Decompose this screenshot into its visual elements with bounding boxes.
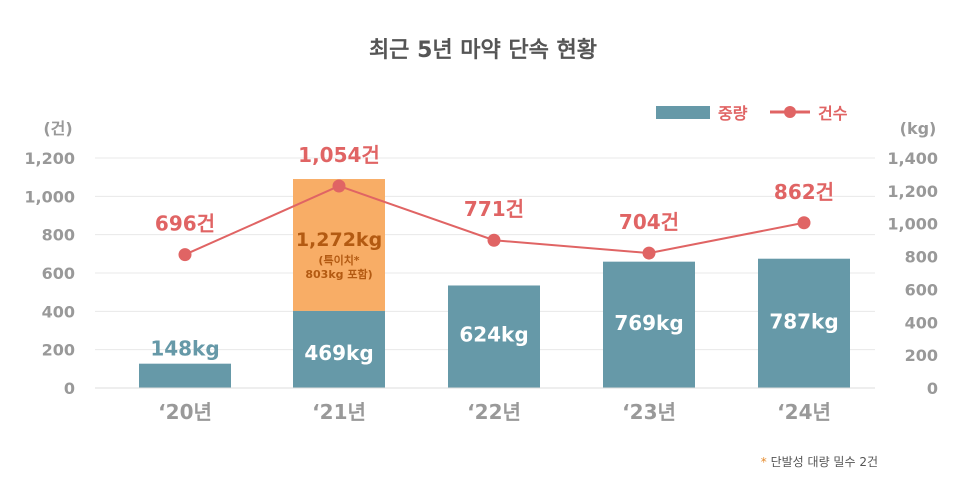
line-point: [178, 248, 192, 262]
x-axis-label: ‘20년: [158, 400, 212, 424]
bar: [603, 261, 695, 388]
bar-value-label: 624kg: [459, 323, 528, 347]
bar: [139, 363, 231, 388]
line-point: [797, 216, 811, 230]
chart-title: 최근 5년 마약 단속 현황: [368, 38, 598, 63]
highlight-sublabel: 803kg 포함): [305, 267, 372, 281]
right-axis-tick: 800: [905, 248, 938, 267]
bar-value-label: 469kg: [304, 341, 373, 365]
bar: [448, 285, 540, 388]
right-axis-tick: 1,000: [887, 215, 938, 234]
bar-highlight: [293, 179, 385, 311]
highlight-value-label: 1,272kg: [296, 229, 382, 251]
footnote-text: 단발성 대량 밀수 2건: [770, 455, 878, 469]
right-axis-tick: 400: [905, 313, 938, 332]
left-axis-tick: 1,000: [24, 187, 75, 206]
left-axis-tick: 600: [42, 264, 75, 283]
right-axis-tick: 1,400: [887, 149, 938, 168]
right-axis-tick: 200: [905, 346, 938, 365]
left-axis-tick: 800: [42, 226, 75, 245]
legend-line-label: 건수: [818, 104, 848, 123]
line-value-label: 862건: [774, 180, 834, 204]
line-point: [332, 179, 346, 193]
footnote: * 단발성 대량 밀수 2건: [761, 453, 878, 470]
right-axis-tick: 1,200: [887, 182, 938, 201]
footnote-star: *: [760, 455, 767, 469]
line-value-label: 696건: [155, 212, 215, 236]
x-axis-label: ‘24년: [777, 400, 831, 424]
right-axis-tick: 0: [927, 379, 938, 398]
line-point: [642, 246, 656, 260]
line-point: [487, 233, 501, 247]
bar: [293, 310, 385, 388]
left-axis-tick: 200: [42, 341, 75, 360]
right-axis-unit: (kg): [900, 119, 937, 138]
line-value-label: 704건: [619, 210, 679, 234]
x-axis-label: ‘21년: [312, 400, 366, 424]
bar-value-label: 148kg: [150, 337, 219, 361]
x-axis-label: ‘22년: [467, 400, 521, 424]
left-axis-tick: 400: [42, 302, 75, 321]
highlight-sublabel: (특이치*: [318, 253, 359, 267]
left-axis-tick: 1,200: [24, 149, 75, 168]
bar: [758, 258, 850, 388]
left-axis-tick: 0: [64, 379, 75, 398]
bar-value-label: 769kg: [614, 311, 683, 335]
bar-value-label: 787kg: [769, 309, 838, 333]
line-value-label: 771건: [464, 197, 524, 221]
legend-line-marker: [784, 106, 796, 118]
x-axis-label: ‘23년: [622, 400, 676, 424]
right-axis-tick: 600: [905, 280, 938, 299]
legend-bar-swatch: [656, 106, 710, 119]
left-axis-unit: (건): [43, 119, 72, 138]
line-value-label: 1,054건: [298, 143, 380, 167]
legend-bar-label: 중량: [718, 104, 748, 123]
